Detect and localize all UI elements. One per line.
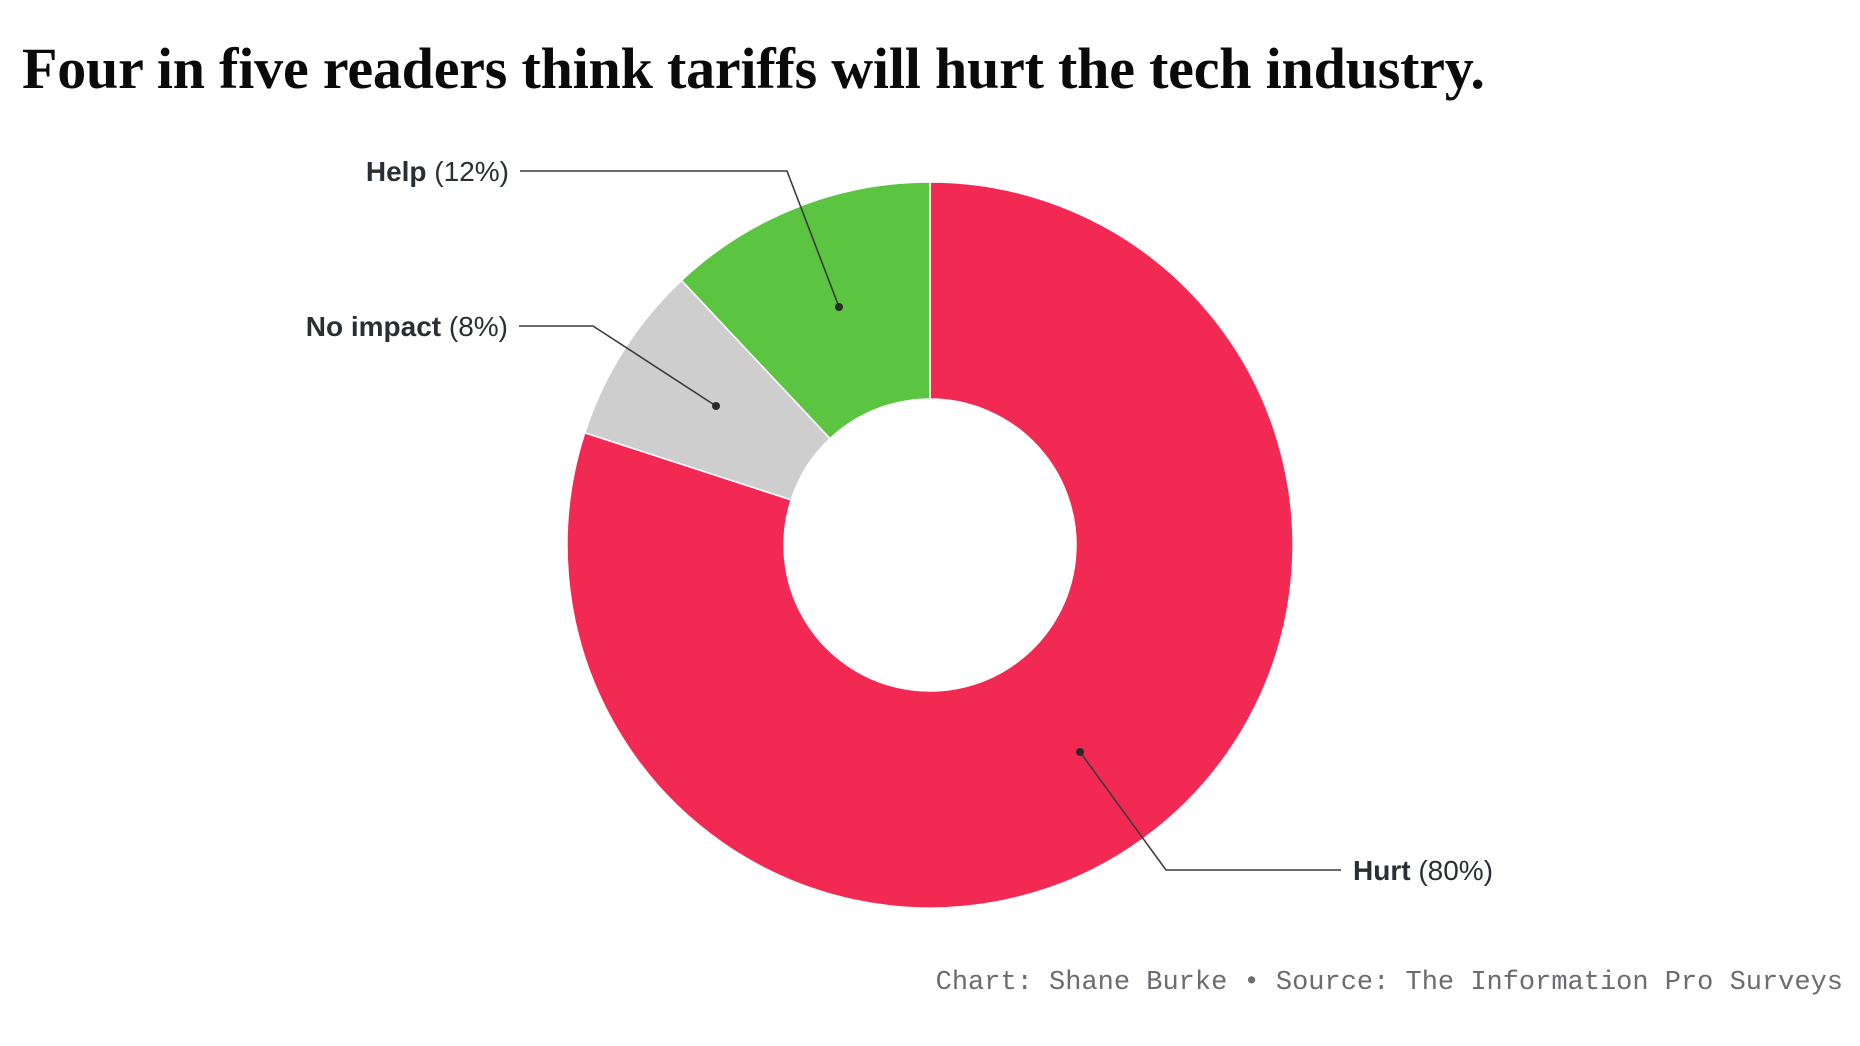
chart-title: Four in five readers think tariffs will … xyxy=(22,36,1485,101)
leader-dot-help xyxy=(835,303,843,311)
leader-line-no-impact xyxy=(519,325,717,407)
donut-slices xyxy=(566,181,1294,909)
label-hurt: Hurt (80%) xyxy=(1353,855,1493,886)
leader-line-help xyxy=(520,170,840,308)
leader-lines xyxy=(519,170,1341,871)
chart-credit: Chart: Shane Burke • Source: The Informa… xyxy=(935,968,1843,998)
slice-labels: Hurt (80%) No impact (8%) Help (12%) xyxy=(306,156,1493,886)
label-help: Help (12%) xyxy=(366,156,509,187)
leader-dot-no-impact xyxy=(712,402,720,410)
label-percent: (80%) xyxy=(1411,855,1493,886)
label-percent: (8%) xyxy=(441,311,508,342)
label-name: No impact xyxy=(306,311,441,342)
leader-line-hurt xyxy=(1079,751,1341,871)
slice-help xyxy=(680,181,931,440)
label-no-impact: No impact (8%) xyxy=(306,311,508,342)
label-percent: (12%) xyxy=(427,156,509,187)
slice-hurt xyxy=(566,181,1294,909)
leader-dot-hurt xyxy=(1076,748,1084,756)
label-name: Hurt xyxy=(1353,855,1411,886)
label-name: Help xyxy=(366,156,427,187)
